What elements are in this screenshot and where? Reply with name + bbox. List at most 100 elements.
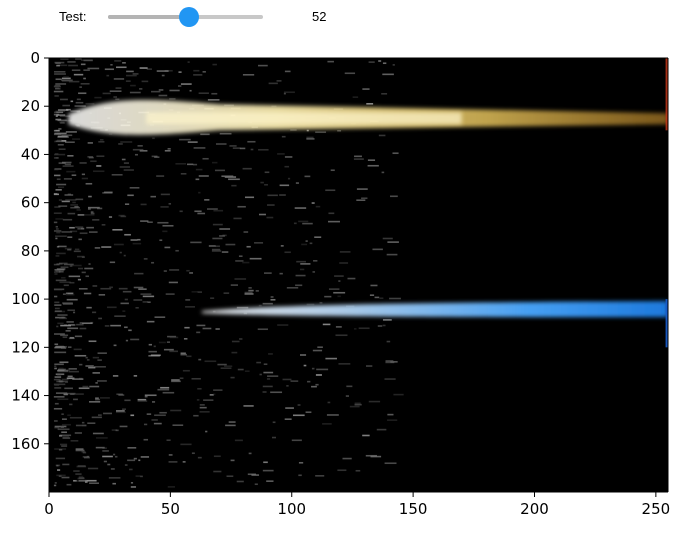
noise-mark bbox=[154, 156, 160, 158]
noise-mark bbox=[122, 62, 126, 64]
noise-mark bbox=[143, 423, 148, 426]
noise-mark bbox=[264, 171, 270, 174]
noise-mark bbox=[55, 346, 66, 348]
noise-mark bbox=[390, 195, 398, 198]
noise-mark bbox=[164, 246, 171, 249]
noise-mark bbox=[59, 434, 72, 437]
noise-mark bbox=[55, 392, 68, 394]
noise-mark bbox=[120, 141, 133, 143]
noise-mark bbox=[142, 301, 149, 303]
noise-mark bbox=[258, 304, 262, 307]
noise-mark bbox=[137, 398, 147, 401]
noise-mark bbox=[76, 98, 81, 101]
noise-mark bbox=[217, 363, 227, 366]
noise-mark bbox=[179, 377, 184, 380]
noise-mark bbox=[317, 346, 323, 349]
noise-mark bbox=[104, 325, 110, 327]
noise-mark bbox=[151, 261, 155, 264]
noise-mark bbox=[90, 211, 94, 213]
noise-mark bbox=[63, 263, 74, 266]
noise-mark bbox=[279, 272, 283, 275]
noise-mark bbox=[60, 324, 71, 327]
noise-mark bbox=[69, 265, 73, 267]
noise-mark bbox=[212, 63, 217, 66]
noise-mark bbox=[111, 173, 123, 176]
noise-mark bbox=[277, 324, 289, 326]
noise-mark bbox=[114, 315, 126, 317]
noise-mark bbox=[59, 121, 66, 124]
noise-mark bbox=[57, 119, 67, 122]
noise-mark bbox=[58, 148, 66, 151]
noise-mark bbox=[197, 456, 202, 459]
noise-mark bbox=[147, 221, 153, 223]
noise-mark bbox=[242, 261, 250, 264]
noise-mark bbox=[75, 101, 84, 104]
noise-mark bbox=[57, 109, 69, 111]
noise-mark bbox=[189, 272, 194, 274]
noise-mark bbox=[204, 199, 210, 201]
noise-mark bbox=[140, 203, 147, 206]
noise-mark bbox=[96, 155, 105, 158]
noise-mark bbox=[134, 153, 138, 156]
noise-mark bbox=[282, 378, 292, 381]
noise-mark bbox=[306, 303, 315, 306]
noise-mark bbox=[306, 129, 309, 132]
noise-mark bbox=[208, 245, 216, 247]
noise-mark bbox=[58, 475, 62, 477]
noise-mark bbox=[368, 400, 381, 403]
noise-mark bbox=[211, 92, 218, 95]
noise-mark bbox=[303, 364, 307, 367]
noise-mark bbox=[80, 59, 93, 61]
noise-mark bbox=[140, 456, 150, 458]
noise-mark bbox=[83, 59, 93, 62]
noise-mark bbox=[54, 426, 60, 429]
noise-mark bbox=[169, 269, 180, 271]
noise-mark bbox=[165, 293, 175, 295]
noise-mark bbox=[169, 336, 179, 339]
slider-handle[interactable] bbox=[178, 7, 199, 27]
noise-mark bbox=[211, 161, 218, 164]
noise-mark bbox=[123, 254, 126, 257]
noise-mark bbox=[75, 226, 84, 228]
noise-mark bbox=[77, 214, 85, 216]
noise-mark bbox=[63, 76, 69, 79]
noise-mark bbox=[75, 198, 84, 201]
noise-mark bbox=[62, 165, 74, 167]
noise-mark bbox=[120, 302, 129, 305]
noise-mark bbox=[354, 403, 362, 406]
noise-mark bbox=[204, 360, 217, 363]
noise-mark bbox=[196, 331, 201, 334]
noise-mark bbox=[58, 380, 63, 382]
noise-mark bbox=[160, 386, 170, 389]
noise-mark bbox=[180, 352, 186, 355]
noise-mark bbox=[108, 133, 113, 136]
noise-mark bbox=[124, 399, 131, 402]
noise-mark bbox=[53, 407, 63, 410]
noise-mark bbox=[203, 399, 214, 401]
noise-mark bbox=[327, 401, 331, 404]
noise-mark bbox=[283, 92, 286, 95]
noise-mark bbox=[53, 192, 58, 195]
band-shape bbox=[201, 301, 668, 318]
noise-mark bbox=[291, 439, 302, 442]
noise-mark bbox=[146, 68, 152, 70]
noise-mark bbox=[85, 275, 89, 278]
noise-mark bbox=[293, 222, 297, 225]
noise-mark bbox=[126, 70, 134, 73]
noise-mark bbox=[66, 321, 74, 323]
noise-mark bbox=[53, 168, 59, 171]
noise-mark bbox=[246, 245, 251, 248]
noise-mark bbox=[66, 392, 76, 395]
noise-mark bbox=[81, 424, 87, 427]
noise-mark bbox=[71, 69, 81, 72]
slider-track[interactable] bbox=[108, 7, 263, 27]
noise-mark bbox=[158, 89, 164, 91]
noise-mark bbox=[377, 325, 383, 327]
noise-mark bbox=[148, 350, 157, 353]
noise-mark bbox=[61, 445, 68, 447]
noise-mark bbox=[75, 449, 85, 452]
noise-mark bbox=[54, 343, 59, 346]
noise-mark bbox=[82, 456, 90, 458]
noise-mark bbox=[67, 414, 71, 417]
noise-mark bbox=[238, 255, 243, 257]
